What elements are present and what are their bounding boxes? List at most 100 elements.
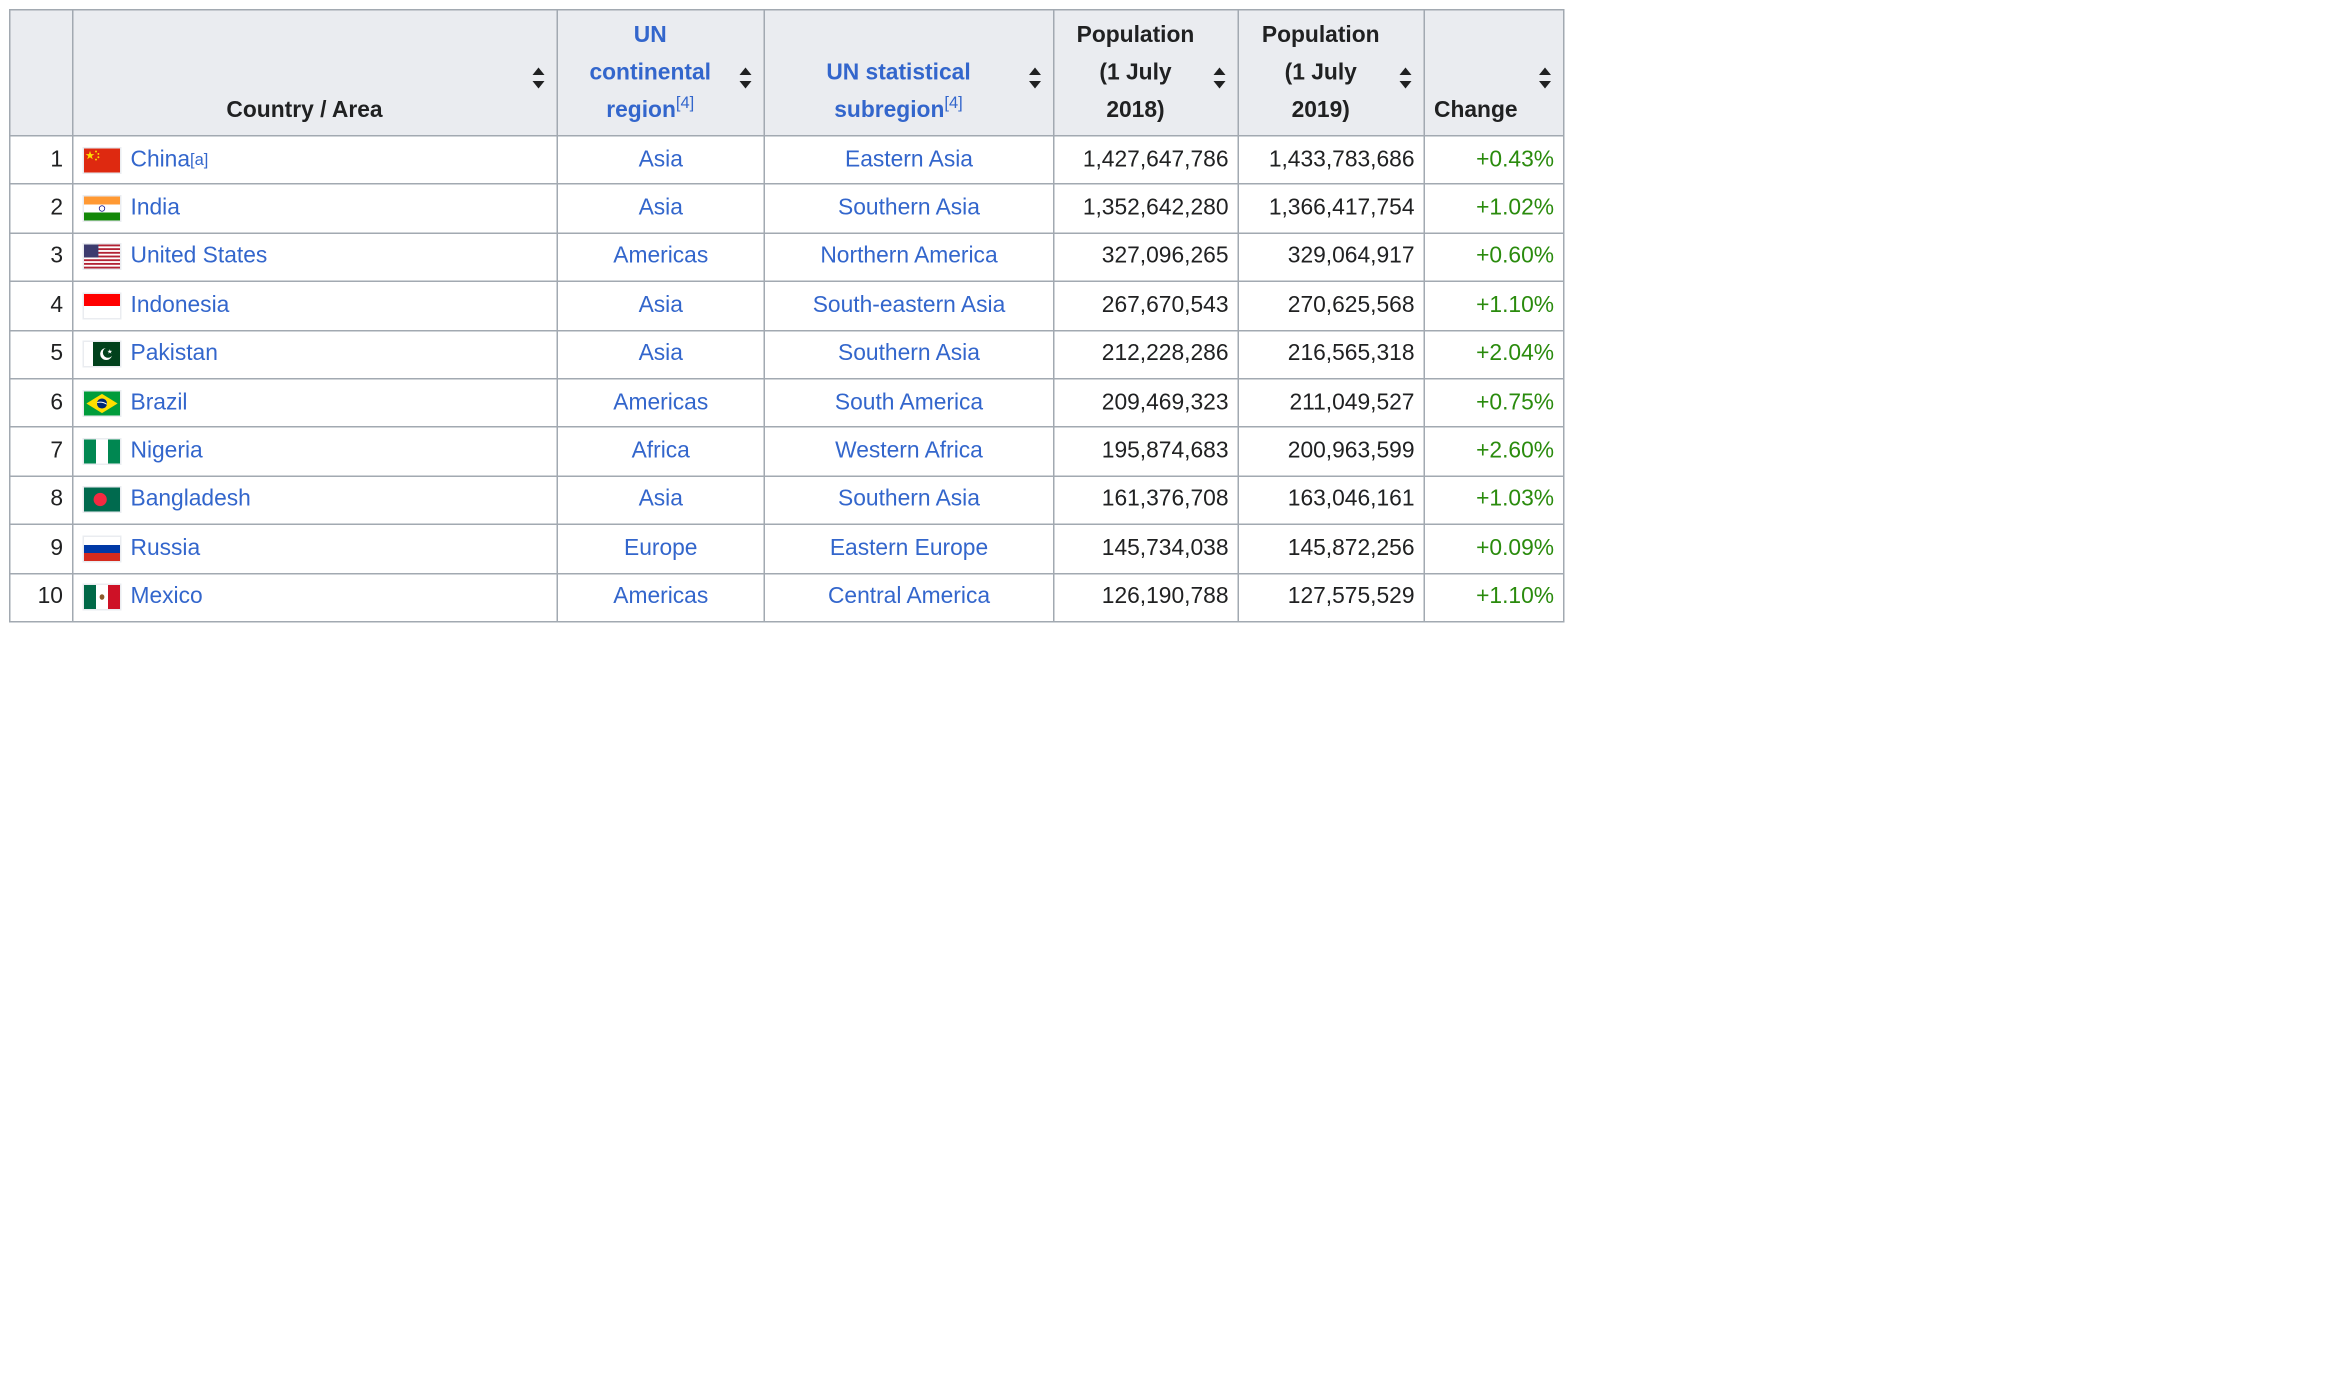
sort-icon[interactable]: [1399, 66, 1414, 88]
country-link[interactable]: Nigeria: [130, 438, 203, 464]
subregion-header-label[interactable]: UN statistical subregion: [826, 60, 971, 123]
subregion-cell: Southern Asia: [763, 475, 1055, 526]
russia-flag-icon[interactable]: [82, 535, 122, 563]
country-link[interactable]: Russia: [130, 535, 201, 561]
subregion-link[interactable]: Eastern Asia: [845, 146, 973, 173]
header-row: Country / Area UN continental region[4] UN…: [9, 9, 1565, 137]
pop2019-cell: 127,575,529: [1237, 572, 1425, 623]
change-header-label: Change: [1434, 97, 1518, 124]
india-flag-icon[interactable]: [82, 195, 122, 223]
pop2018-cell: 212,228,286: [1053, 329, 1239, 380]
bangladesh-flag-icon[interactable]: [82, 486, 122, 514]
rank-cell: 10: [9, 572, 74, 623]
subregion-link[interactable]: Eastern Europe: [829, 535, 989, 561]
continent-ref[interactable]: [4]: [675, 94, 695, 113]
continent-cell: Europe: [556, 523, 765, 574]
subregion-link[interactable]: Central America: [827, 583, 991, 610]
continent-link[interactable]: Africa: [631, 438, 690, 464]
subregion-cell: Eastern Europe: [763, 523, 1055, 574]
pop2019-cell: 270,625,568: [1237, 280, 1425, 331]
continent-cell: Asia: [556, 475, 765, 526]
country-header[interactable]: Country / Area: [72, 9, 558, 137]
sort-icon[interactable]: [1029, 66, 1043, 88]
change-cell: +2.04%: [1423, 329, 1565, 380]
mexico-flag-icon[interactable]: [82, 583, 122, 611]
change-cell: +0.60%: [1423, 232, 1565, 283]
table-row: 8 Bangladesh Asia Southern Asia 161,376,…: [9, 475, 1565, 526]
continent-link[interactable]: Americas: [613, 243, 709, 270]
subregion-cell: South America: [763, 377, 1055, 429]
united-states-flag-icon[interactable]: [82, 243, 122, 271]
country-cell: Brazil: [72, 377, 558, 429]
table-row: 6 Brazil Americas South America 209,469,…: [9, 377, 1565, 429]
country-link[interactable]: Brazil: [130, 389, 188, 415]
country-cell: Nigeria: [72, 426, 558, 477]
pakistan-flag-icon[interactable]: [82, 340, 122, 368]
change-cell: +1.03%: [1423, 475, 1565, 526]
change-cell: +0.09%: [1423, 523, 1565, 574]
continent-link[interactable]: Asia: [638, 486, 683, 513]
country-link[interactable]: Pakistan: [130, 340, 218, 367]
subregion-link[interactable]: South America: [834, 389, 984, 415]
continent-link[interactable]: Americas: [613, 389, 709, 415]
indonesia-flag-icon[interactable]: [82, 292, 122, 320]
subregion-cell: Western Africa: [763, 426, 1055, 477]
rank-cell: 3: [9, 232, 74, 283]
subregion-link[interactable]: Northern America: [820, 243, 998, 270]
country-link[interactable]: Mexico: [130, 583, 203, 610]
subregion-link[interactable]: Southern Asia: [838, 195, 980, 221]
continent-link[interactable]: Asia: [638, 340, 683, 367]
rank-cell: 6: [9, 377, 74, 429]
change-cell: +2.60%: [1423, 426, 1565, 477]
pop2018-cell: 126,190,788: [1053, 572, 1239, 623]
sort-icon[interactable]: [532, 66, 547, 88]
rank-cell: 9: [9, 523, 74, 574]
pop2019-cell: 329,064,917: [1237, 232, 1425, 283]
subregion-cell: Southern Asia: [763, 329, 1055, 380]
pop2018-header[interactable]: Population (1 July 2018): [1053, 9, 1239, 137]
change-cell: +1.02%: [1423, 183, 1565, 234]
country-cell: Pakistan: [72, 329, 558, 380]
pop2018-cell: 327,096,265: [1053, 232, 1239, 283]
pop2018-header-label: Population (1 July 2018): [1076, 22, 1195, 124]
change-header[interactable]: Change: [1423, 9, 1565, 137]
sort-icon[interactable]: [739, 66, 754, 88]
country-link[interactable]: United States: [130, 243, 268, 270]
continent-header[interactable]: UN continental region[4]: [556, 9, 765, 137]
subregion-link[interactable]: Southern Asia: [838, 340, 980, 367]
table-row: 9 Russia Europe Eastern Europe 145,734,0…: [9, 523, 1565, 574]
sort-icon[interactable]: [1539, 66, 1553, 88]
pop2019-cell: 211,049,527: [1237, 377, 1425, 429]
brazil-flag-icon[interactable]: [82, 389, 122, 417]
population-table: Country / Area UN continental region[4] UN…: [9, 9, 1565, 623]
pop2019-cell: 1,366,417,754: [1237, 183, 1425, 234]
continent-cell: Americas: [556, 377, 765, 429]
pop2018-cell: 1,427,647,786: [1053, 134, 1239, 186]
continent-link[interactable]: Europe: [624, 535, 698, 561]
country-link[interactable]: Bangladesh: [130, 486, 251, 513]
pop2019-header-label: Population (1 July 2019): [1261, 22, 1380, 124]
continent-link[interactable]: Asia: [638, 146, 683, 173]
change-cell: +1.10%: [1423, 280, 1565, 331]
country-link[interactable]: India: [130, 195, 180, 221]
country-cell: Bangladesh: [72, 475, 558, 526]
continent-link[interactable]: Americas: [613, 583, 709, 610]
country-link[interactable]: China: [130, 146, 191, 173]
pop2018-cell: 161,376,708: [1053, 475, 1239, 526]
pop2019-cell: 200,963,599: [1237, 426, 1425, 477]
continent-header-label[interactable]: UN continental region: [589, 22, 711, 124]
subregion-link[interactable]: South-eastern Asia: [812, 292, 1006, 318]
subregion-link[interactable]: Western Africa: [835, 438, 983, 464]
pop2019-cell: 216,565,318: [1237, 329, 1425, 380]
pop2019-header[interactable]: Population (1 July 2019): [1237, 9, 1425, 137]
continent-link[interactable]: Asia: [638, 195, 683, 221]
nigeria-flag-icon[interactable]: [82, 438, 122, 466]
china-flag-icon[interactable]: [82, 146, 122, 174]
sort-icon[interactable]: [1213, 66, 1228, 88]
subregion-link[interactable]: Southern Asia: [838, 486, 980, 513]
subregion-ref[interactable]: [4]: [944, 94, 963, 113]
country-link[interactable]: Indonesia: [130, 292, 230, 318]
subregion-header[interactable]: UN statistical subregion[4]: [763, 9, 1055, 137]
table-row: 4 Indonesia Asia South-eastern Asia 267,…: [9, 280, 1565, 331]
continent-link[interactable]: Asia: [638, 292, 683, 318]
